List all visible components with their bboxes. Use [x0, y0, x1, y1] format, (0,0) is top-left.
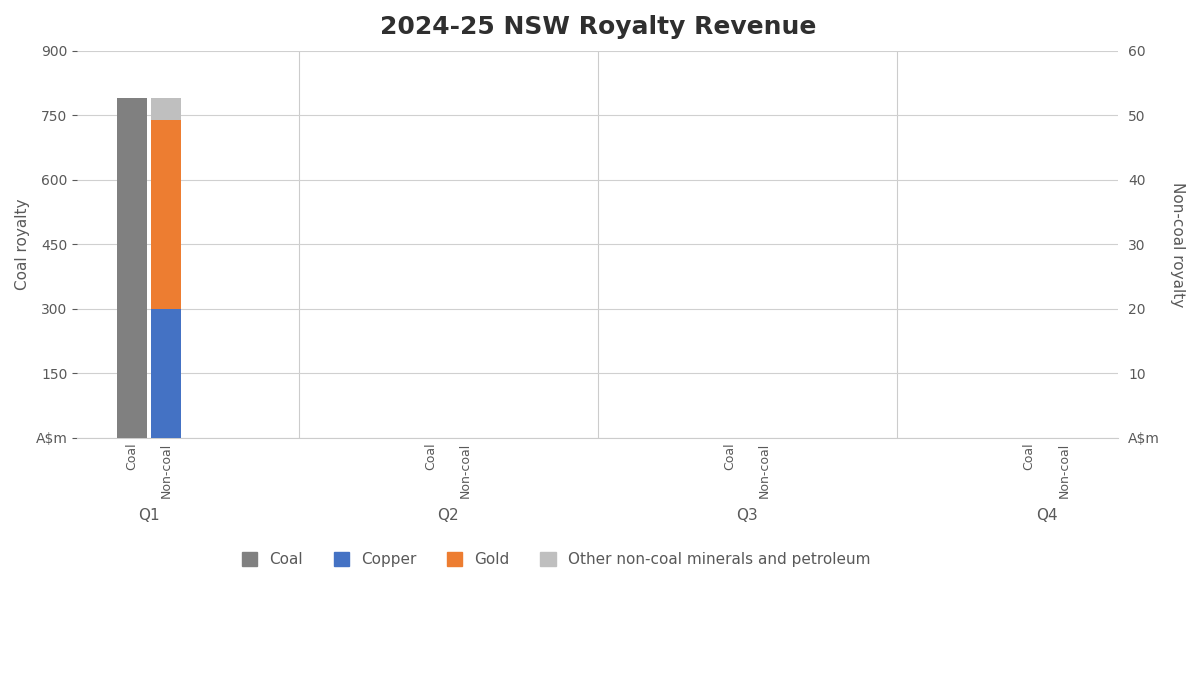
Bar: [116, 98, 146, 438]
Y-axis label: Coal royalty: Coal royalty: [14, 199, 30, 290]
Bar: [151, 120, 181, 309]
Y-axis label: Non-coal royalty: Non-coal royalty: [1170, 182, 1186, 307]
Text: Q1: Q1: [138, 507, 160, 523]
Bar: [151, 98, 181, 120]
Text: Q2: Q2: [437, 507, 458, 523]
Text: Q3: Q3: [737, 507, 758, 523]
Bar: [151, 309, 181, 438]
Legend: Coal, Copper, Gold, Other non-coal minerals and petroleum: Coal, Copper, Gold, Other non-coal miner…: [236, 546, 876, 574]
Title: 2024-25 NSW Royalty Revenue: 2024-25 NSW Royalty Revenue: [379, 15, 816, 39]
Text: Q4: Q4: [1036, 507, 1057, 523]
